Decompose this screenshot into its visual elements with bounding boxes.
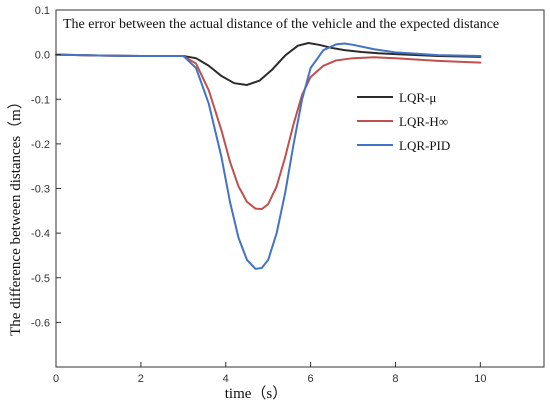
y-tick-label: -0.6 [31,317,50,329]
legend-label: LQR-PID [399,138,450,153]
x-tick-label: 2 [138,373,144,385]
legend-label: LQR-μ [399,90,436,105]
x-tick-label: 8 [392,373,398,385]
x-axis-title: time（s） [225,385,288,402]
plot-area [55,42,482,270]
series-line-3 [55,42,482,270]
y-tick-label: -0.5 [31,273,50,285]
legend-label: LQR-H∞ [399,114,448,129]
y-tick-label: 0.0 [35,50,50,62]
legend: LQR-μ LQR-H∞ LQR-PID [357,90,450,153]
x-tick-label: 4 [223,373,229,385]
series-line-1 [55,42,482,86]
y-tick-label: -0.3 [31,184,50,196]
axes: 0 2 4 6 8 10 0.1 0.0 -0.1 -0.2 -0.3 -0.4 -0.5 -0.6 [31,5,545,385]
y-axis-title: The difference between distances（m） [7,94,24,336]
x-tick-label: 0 [53,373,59,385]
y-tick-label: -0.4 [31,228,50,240]
y-tick-label: 0.1 [35,5,50,17]
x-tick-label: 6 [308,373,314,385]
x-tick-label: 10 [474,373,486,385]
chart-title: The error between the actual distance of… [63,17,499,32]
y-tick-label: -0.1 [31,94,50,106]
series-line-2 [55,53,482,211]
y-tick-label: -0.2 [31,139,50,151]
plot-frame [55,9,545,368]
